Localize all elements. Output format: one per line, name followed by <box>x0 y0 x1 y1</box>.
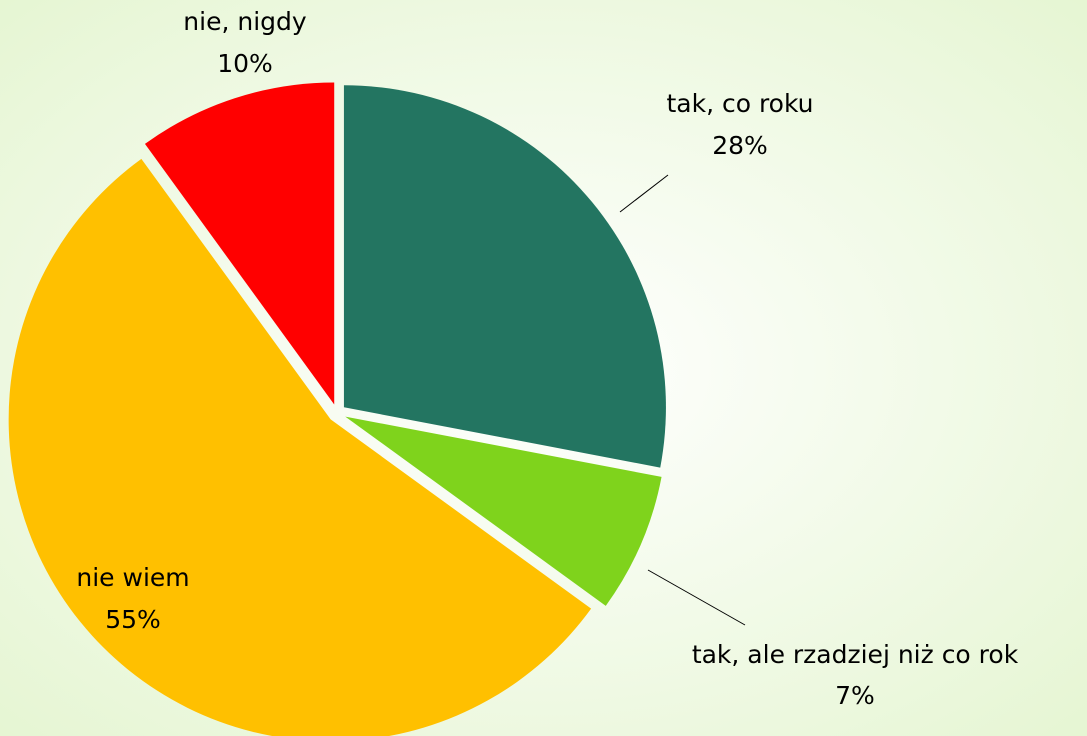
leader-line <box>619 174 669 213</box>
pie-slice <box>345 416 662 606</box>
pie-slice <box>8 158 592 736</box>
slice-value: 55% <box>105 605 161 634</box>
slice-label: tak, co roku <box>666 89 813 118</box>
pie-slice <box>343 85 666 468</box>
leader-line <box>647 569 746 626</box>
slice-value: 7% <box>835 681 875 710</box>
slice-label: tak, ale rzadziej niż co rok <box>692 640 1019 669</box>
slice-label: nie, nigdy <box>183 7 307 36</box>
slice-label: nie wiem <box>76 563 189 592</box>
pie-slice <box>144 82 335 405</box>
slice-value: 28% <box>712 131 768 160</box>
slice-value: 10% <box>217 49 273 78</box>
